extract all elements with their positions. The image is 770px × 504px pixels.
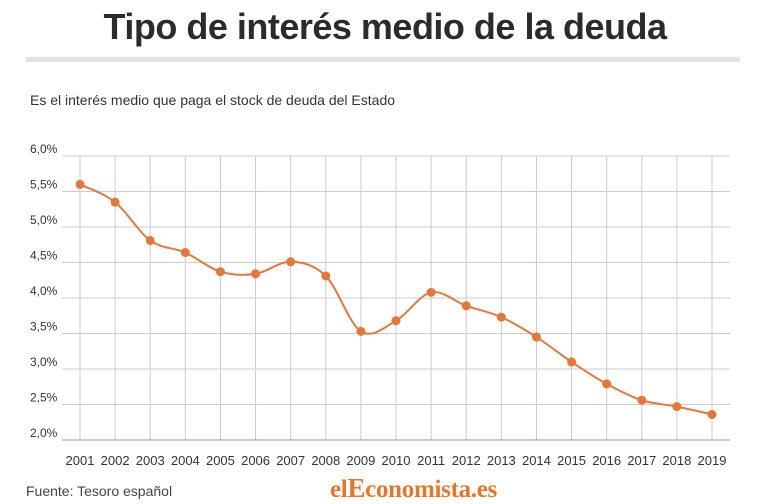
title-divider <box>26 57 740 62</box>
publisher-logo: elEconomista.es <box>330 473 497 504</box>
data-point <box>110 197 120 207</box>
data-point <box>215 267 225 277</box>
data-point <box>251 269 261 279</box>
data-point <box>602 379 612 389</box>
y-tick-label: 6,0% <box>30 142 58 156</box>
data-point <box>707 409 717 419</box>
x-tick-label: 2018 <box>662 453 691 468</box>
y-tick-label: 2,0% <box>30 426 58 440</box>
x-tick-label: 2002 <box>101 453 130 468</box>
y-tick-label: 4,5% <box>30 249 58 263</box>
x-tick-label: 2014 <box>522 453 551 468</box>
x-tick-label: 2011 <box>417 453 445 468</box>
data-point <box>461 301 471 311</box>
y-tick-label: 3,0% <box>30 355 58 369</box>
logo-prefix: el <box>330 476 348 503</box>
x-tick-label: 2009 <box>346 453 375 468</box>
data-point <box>356 326 366 336</box>
data-point <box>496 312 506 322</box>
series-points <box>75 179 717 419</box>
data-point <box>286 257 296 267</box>
x-tick-label: 2013 <box>487 453 516 468</box>
x-tick-label: 2008 <box>311 453 340 468</box>
x-tick-label: 2015 <box>557 453 586 468</box>
data-point <box>637 395 647 405</box>
x-tick-label: 2017 <box>627 453 656 468</box>
data-point <box>145 235 155 245</box>
x-tick-label: 2019 <box>698 453 727 468</box>
y-tick-label: 5,5% <box>30 178 58 192</box>
x-tick-label: 2007 <box>276 453 305 468</box>
x-axis-ticks: 2001 2002 2003 2004 2005 2006 2007 2008 2009 2010… <box>66 453 727 468</box>
data-point <box>75 179 85 189</box>
y-tick-label: 3,5% <box>30 320 58 334</box>
data-point <box>531 332 541 342</box>
y-tick-label: 5,0% <box>30 213 58 227</box>
data-point <box>180 248 190 258</box>
data-point <box>426 287 436 297</box>
y-tick-label: 2,5% <box>30 391 58 405</box>
x-tick-label: 2016 <box>592 453 621 468</box>
x-tick-label: 2004 <box>171 453 200 468</box>
chart-title: Tipo de interés medio de la deuda <box>103 6 667 47</box>
data-point <box>391 316 401 326</box>
y-axis-ticks: 6,0% 5,5% 5,0% 4,5% 4,0% 3,5% 3,0% 2,5% 2,0% <box>30 142 58 440</box>
x-tick-label: 2010 <box>382 453 411 468</box>
x-tick-label: 2012 <box>452 453 481 468</box>
data-point <box>672 402 682 412</box>
x-tick-label: 2001 <box>66 453 95 468</box>
data-point <box>567 357 577 367</box>
data-point <box>321 271 331 281</box>
x-tick-label: 2005 <box>206 453 235 468</box>
x-tick-label: 2006 <box>241 453 270 468</box>
y-tick-label: 4,0% <box>30 284 58 298</box>
logo-rest: conomista.es <box>365 476 497 503</box>
source-note: Fuente: Tesoro español <box>26 483 173 499</box>
logo-initial: E <box>347 473 366 503</box>
grid <box>62 155 730 441</box>
chart-subtitle: Es el interés medio que paga el stock de… <box>30 92 396 108</box>
x-tick-label: 2003 <box>136 453 165 468</box>
